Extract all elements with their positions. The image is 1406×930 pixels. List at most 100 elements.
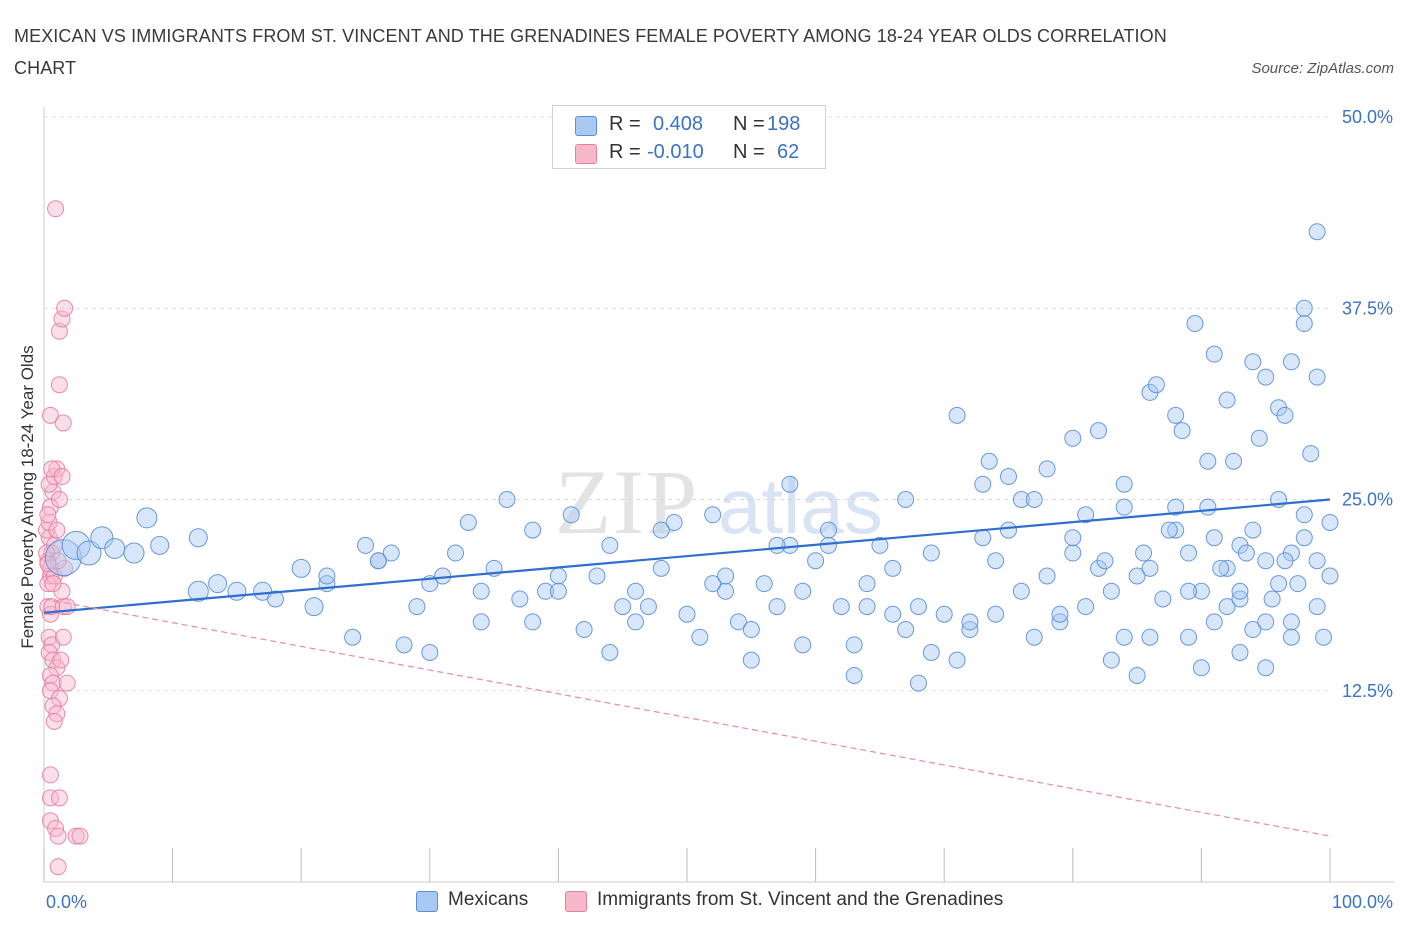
mexicans-point [1167, 521, 1185, 539]
n-value-1: 198 [767, 113, 801, 135]
mexicans-point [1244, 621, 1262, 639]
immigrants-point [50, 376, 68, 394]
mexicans-point [588, 567, 606, 585]
mexicans-point [1315, 628, 1333, 646]
mexicans-point [627, 613, 645, 631]
mexicans-point [974, 475, 992, 493]
mexicans-point [729, 613, 747, 631]
mexicans-point [1077, 598, 1095, 616]
mexicans-point [755, 575, 773, 593]
mexicans-point [459, 513, 477, 531]
mexicans-point [704, 575, 722, 593]
mexicans-point [1096, 552, 1114, 570]
mexicans-point [537, 582, 555, 600]
mexicans-point [1180, 628, 1198, 646]
trend-line-mexicans [43, 498, 1331, 614]
mexicans-point [794, 582, 812, 600]
mexicans-point [858, 575, 876, 593]
r-value-1: 0.408 [653, 113, 704, 135]
legend-label-immigrants: Immigrants from St. Vincent and the Gren… [597, 889, 1004, 910]
mexicans-point [768, 598, 786, 616]
mexicans-point [1295, 315, 1313, 333]
mexicans-point [601, 536, 619, 554]
mexicans-point [408, 598, 426, 616]
mexicans-point [188, 528, 208, 548]
mexicans-point [987, 605, 1005, 623]
mexicans-point [922, 544, 940, 562]
immigrants-point [50, 789, 68, 807]
mexicans-point [447, 544, 465, 562]
mexicans-point [136, 507, 158, 529]
mexicans-point [935, 605, 953, 623]
mexicans-point [845, 666, 863, 684]
n-label-2: N = [733, 141, 771, 163]
mexicans-point [1257, 552, 1275, 570]
mexicans-point [1321, 513, 1339, 531]
mexicans-point [524, 521, 542, 539]
swatch-pink [575, 144, 597, 164]
mexicans-point [1192, 659, 1210, 677]
watermark-atlas: atlas [718, 462, 883, 550]
mexicans-point [1025, 628, 1043, 646]
mexicans-point [781, 475, 799, 493]
immigrants-point [41, 789, 59, 807]
mexicans-point [253, 581, 273, 601]
y-tick-label-0: 12.5% [1342, 681, 1393, 701]
mexicans-point [1237, 544, 1255, 562]
immigrants-point [54, 414, 72, 432]
mexicans-point [909, 674, 927, 692]
mexicans-point [665, 513, 683, 531]
mexicans-point [601, 644, 619, 661]
immigrants-point [50, 491, 68, 508]
mexicans-point [1128, 567, 1146, 585]
y-tick-label-1: 25.0% [1342, 490, 1393, 510]
mexicans-point [1012, 582, 1030, 600]
mexicans-point [1257, 659, 1275, 677]
mexicans-point [1141, 628, 1159, 646]
mexicans-point [1218, 598, 1236, 616]
mexicans-point [562, 506, 580, 524]
mexicans-point [1308, 223, 1326, 241]
mexicans-point [549, 582, 567, 600]
y-tick-label-3: 50.0% [1342, 107, 1393, 127]
mexicans-point [434, 567, 452, 585]
mexicans-point [1282, 628, 1300, 646]
mexicans-point [1000, 468, 1017, 486]
n-value-2: 62 [777, 141, 800, 163]
mexicans-point [1212, 559, 1230, 577]
mexicans-point [884, 605, 902, 623]
mexicans-point [1218, 559, 1236, 577]
mexicans-point [1173, 422, 1191, 440]
r-label-2: R = [609, 141, 647, 163]
mexicans-point [357, 536, 374, 554]
mexicans-point [1038, 460, 1056, 478]
mexicans-point [819, 536, 837, 554]
mexicans-point [717, 582, 735, 600]
watermark: ZIP atlas [555, 451, 883, 553]
mexicans-point [1115, 475, 1133, 493]
immigrants-point [44, 575, 62, 593]
mexicans-point [123, 542, 145, 564]
mexicans-point [61, 530, 91, 560]
mexicans-point [472, 613, 490, 631]
immigrants-point [54, 628, 72, 646]
mexicans-point [1270, 575, 1288, 593]
mexicans-point [472, 582, 490, 600]
immigrants-point [49, 858, 67, 876]
mexicans-point [1141, 559, 1159, 577]
mexicans-point [1282, 353, 1300, 371]
stats-legend: R = 0.408 N = 198 R = -0.010 N = 62 [552, 105, 826, 169]
mexicans-point [1231, 644, 1249, 661]
mexicans-point [1160, 521, 1178, 539]
mexicans-point [1295, 506, 1313, 524]
mexicans-point [704, 506, 722, 524]
series-mexicans-points [44, 223, 1339, 692]
mexicans-point [1180, 582, 1198, 600]
mexicans-point [1282, 613, 1300, 631]
trend-lines [43, 498, 1331, 837]
mexicans-point [974, 529, 992, 547]
mexicans-point [1218, 391, 1236, 409]
immigrants-point [67, 827, 85, 845]
mexicans-point [1147, 376, 1165, 394]
